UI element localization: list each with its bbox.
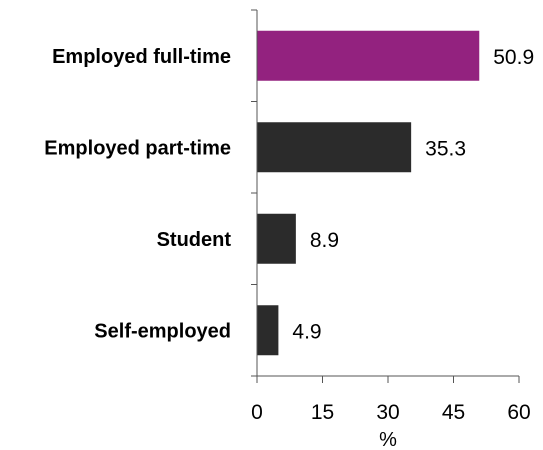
- category-label-student: Student: [157, 229, 232, 251]
- category-label-employed-full-time: Employed full-time: [52, 46, 231, 68]
- data-label-employed-full-time: 50.9: [493, 46, 534, 69]
- bar-employed-full-time: [257, 30, 480, 81]
- data-labels: 50.9 35.3 8.9 4.9: [292, 46, 534, 344]
- x-axis-tick-labels: 0 15 30 45 60: [251, 401, 531, 424]
- x-tick-label: 45: [442, 401, 465, 424]
- x-axis-ticks: [256, 376, 520, 383]
- x-axis-title: %: [379, 429, 397, 450]
- bar-student: [257, 213, 296, 264]
- category-label-employed-part-time: Employed part-time: [44, 137, 231, 159]
- x-tick-label: 30: [376, 401, 399, 424]
- bars: [257, 30, 480, 356]
- data-label-student: 8.9: [310, 229, 339, 252]
- bar-employed-part-time: [257, 122, 412, 173]
- category-labels: Employed full-time Employed part-time Stud…: [44, 46, 231, 343]
- data-label-employed-part-time: 35.3: [425, 137, 466, 160]
- y-axis-ticks: [251, 9, 257, 377]
- x-tick-label: 60: [507, 401, 530, 424]
- x-tick-label: 0: [251, 401, 263, 424]
- data-label-self-employed: 4.9: [292, 320, 321, 343]
- category-label-self-employed: Self-employed: [94, 320, 231, 342]
- bar-self-employed: [257, 305, 279, 356]
- x-tick-label: 15: [311, 401, 334, 424]
